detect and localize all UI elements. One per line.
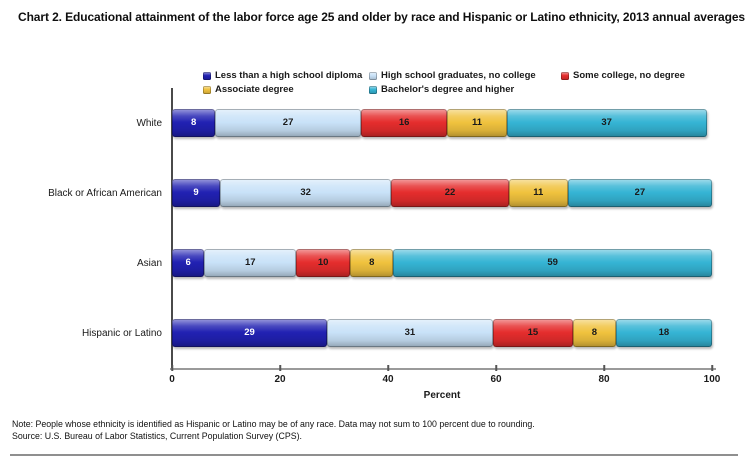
segment-value-label: 37 <box>601 118 612 128</box>
bar-segment: 27 <box>567 179 712 207</box>
category-label: Hispanic or Latino <box>81 327 162 339</box>
bar-row: Hispanic or Latino 29 31 15 8 18 <box>82 298 713 368</box>
legend-label: Less than a high school diploma <box>215 70 363 81</box>
segment-value-label: 10 <box>317 258 329 268</box>
bar-segment: 9 <box>172 179 221 207</box>
segment-value-label: 11 <box>472 118 483 128</box>
segment-value-label: 16 <box>398 118 410 128</box>
x-axis-tick-label: 100 <box>703 374 721 385</box>
chart-note: Note: People whose ethnicity is identifi… <box>12 419 535 429</box>
category-label: White <box>136 117 162 129</box>
stacked-bar: 8 27 16 11 37 <box>172 109 712 137</box>
bar-segment: 27 <box>215 109 361 137</box>
legend: Less than a high school diploma High scho… <box>203 70 685 95</box>
x-axis-tick-label: 0 <box>169 374 175 385</box>
chart-source: Source: U.S. Bureau of Labor Statistics,… <box>12 431 302 441</box>
legend-item: High school graduates, no college <box>369 70 561 81</box>
legend-label: Bachelor's degree and higher <box>381 84 515 95</box>
legend-swatch-icon <box>561 71 569 80</box>
segment-value-label: 8 <box>190 118 197 128</box>
y-axis-line <box>171 88 173 370</box>
segment-value-label: 8 <box>369 258 375 268</box>
bar-segment: 31 <box>327 319 493 347</box>
bar-segment: 6 <box>172 249 205 277</box>
x-axis-title: Percent <box>423 390 461 401</box>
x-axis-tick <box>171 365 173 371</box>
segment-value-label: 17 <box>245 258 256 268</box>
legend-item: Some college, no degree <box>561 70 685 81</box>
legend-label: Some college, no degree <box>573 70 685 81</box>
x-axis-tick-label: 80 <box>598 374 610 385</box>
legend-label: Associate degree <box>215 84 294 95</box>
segment-value-label: 11 <box>533 188 544 198</box>
x-axis-tick <box>495 365 497 371</box>
segment-value-label: 29 <box>244 328 255 338</box>
bar-segment: 22 <box>391 179 509 207</box>
segment-value-label: 59 <box>547 258 558 268</box>
bar-row: White 8 27 16 11 37 <box>136 88 712 158</box>
legend-swatch-icon <box>203 71 211 80</box>
bar-segment: 10 <box>296 249 351 277</box>
bar-segment: 11 <box>508 179 568 207</box>
segment-value-label: 18 <box>658 328 670 338</box>
stacked-bar: 6 17 10 8 59 <box>172 249 712 277</box>
x-axis-tick-label: 60 <box>490 374 502 385</box>
bar-segment: 8 <box>573 319 616 347</box>
stacked-bar: 9 32 22 11 27 <box>172 179 712 207</box>
legend-item: Bachelor's degree and higher <box>369 84 561 95</box>
segment-value-label: 6 <box>185 258 191 268</box>
bar-row: Asian 6 17 10 8 59 <box>137 228 712 298</box>
bar-segment: 32 <box>220 179 392 207</box>
segment-value-label: 15 <box>527 328 539 338</box>
stacked-bar: 29 31 15 8 18 <box>172 319 713 347</box>
legend-item: Associate degree <box>203 84 369 95</box>
legend-swatch-icon <box>369 71 377 80</box>
segment-value-label: 27 <box>634 188 646 198</box>
plot-area: White 8 27 16 11 37 Black or African American 9… <box>48 88 720 385</box>
x-axis-line <box>170 368 716 370</box>
bar-segment: 8 <box>350 249 394 277</box>
bar-segment: 37 <box>506 109 707 137</box>
bar-segment: 15 <box>492 319 574 347</box>
bar-row: Black or African American 9 32 22 11 27 <box>48 158 712 228</box>
bottom-divider <box>10 454 738 456</box>
bar-segment: 16 <box>360 109 448 137</box>
chart-title: Chart 2. Educational attainment of the l… <box>18 10 745 24</box>
x-axis-tick-label: 40 <box>382 374 394 385</box>
x-axis-tick <box>711 365 713 371</box>
x-axis-tick <box>279 365 281 371</box>
bar-segment: 29 <box>172 319 328 347</box>
bar-segment: 18 <box>615 319 713 347</box>
legend-swatch-icon <box>369 85 377 94</box>
bar-segment: 17 <box>204 249 297 277</box>
segment-value-label: 22 <box>444 188 456 198</box>
category-label: Asian <box>136 257 162 269</box>
segment-value-label: 8 <box>591 328 598 338</box>
category-label: Black or African American <box>48 187 162 199</box>
legend-item: Less than a high school diploma <box>203 70 369 81</box>
bar-segment: 8 <box>172 109 216 137</box>
segment-value-label: 9 <box>193 188 199 198</box>
segment-value-label: 27 <box>282 118 294 128</box>
legend-label: High school graduates, no college <box>381 70 536 81</box>
bar-segment: 11 <box>447 109 507 137</box>
legend-swatch-icon <box>203 85 211 94</box>
segment-value-label: 31 <box>404 328 416 338</box>
segment-value-label: 32 <box>300 188 311 198</box>
bar-segment: 59 <box>393 249 712 277</box>
x-axis-tick <box>387 365 389 371</box>
x-axis-tick <box>603 365 605 371</box>
x-axis-tick-label: 20 <box>274 374 286 385</box>
